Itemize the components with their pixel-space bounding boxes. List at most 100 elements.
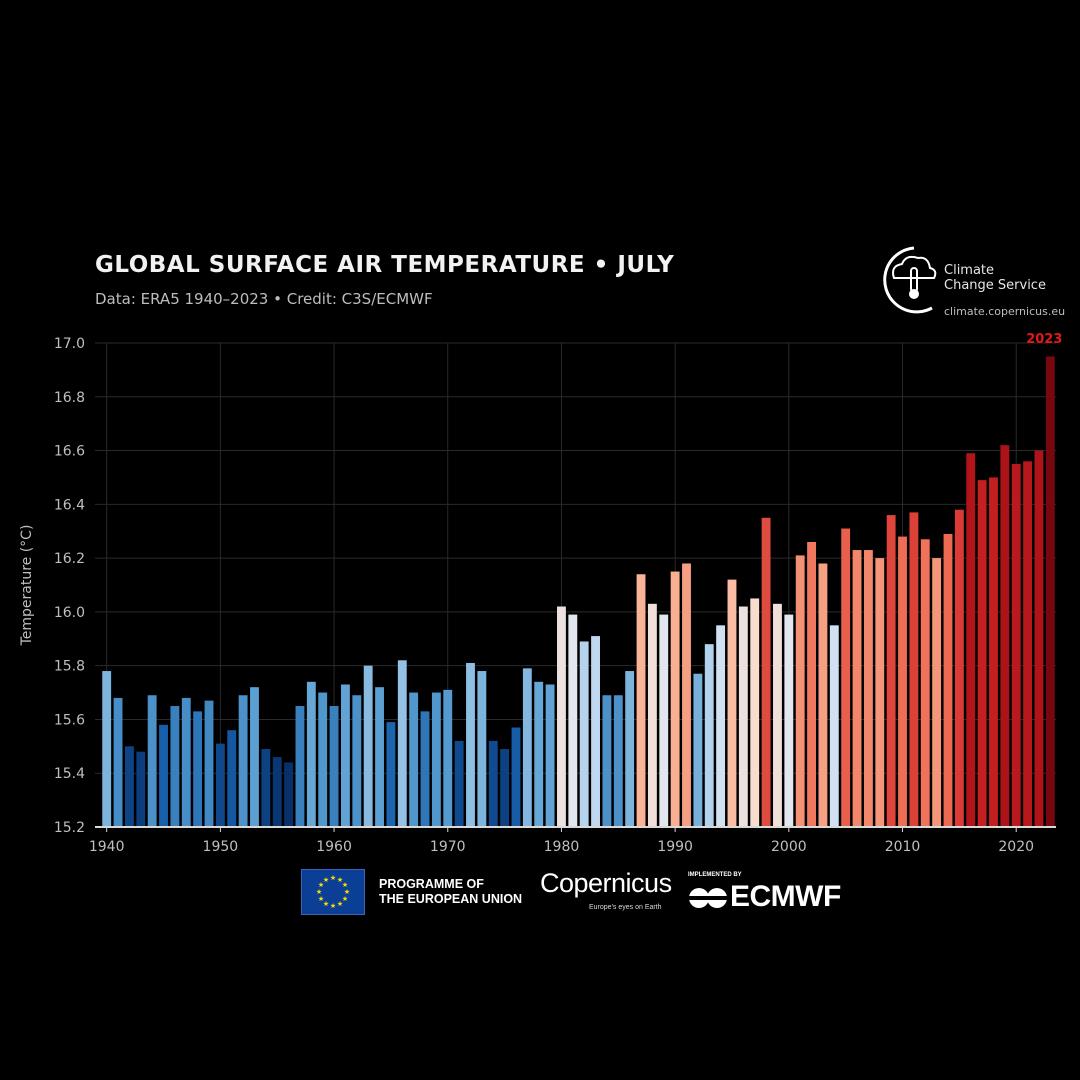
bar-1944: [147, 695, 157, 827]
bar-1979: [545, 684, 555, 827]
bar-1998: [761, 517, 771, 827]
svg-text:★: ★: [337, 900, 343, 908]
bar-2015: [954, 509, 964, 827]
bar-1972: [466, 662, 475, 827]
bar-2013: [932, 558, 942, 827]
bar-1967: [409, 692, 419, 827]
bar-2014: [943, 533, 953, 827]
bar-1941: [113, 697, 123, 827]
chart-subtitle: Data: ERA5 1940–2023 • Credit: C3S/ECMWF: [95, 290, 433, 308]
bar-2007: [863, 550, 873, 827]
svg-text:★: ★: [330, 874, 336, 882]
bar-1983: [591, 636, 600, 827]
bar-1977: [522, 668, 532, 827]
c3s-name: Climate Change Service: [944, 263, 1046, 293]
bar-1940: [102, 671, 112, 827]
bar-1974: [488, 740, 498, 827]
bar-1995: [727, 579, 737, 827]
bar-1961: [341, 684, 350, 827]
bar-2023: [1045, 356, 1055, 827]
bar-1980: [557, 606, 566, 827]
bar-1968: [420, 711, 430, 827]
svg-text:★: ★: [318, 881, 324, 889]
bar-2004: [829, 625, 839, 827]
bar-1985: [613, 695, 623, 827]
bar-1997: [750, 598, 760, 827]
bar-1948: [193, 711, 203, 827]
bar-2008: [875, 558, 885, 827]
svg-text:★: ★: [342, 895, 348, 903]
bar-1963: [363, 665, 373, 827]
bar-1942: [124, 746, 134, 827]
bar-2010: [898, 536, 907, 827]
bar-1969: [431, 692, 441, 827]
bar-1994: [716, 625, 726, 827]
svg-text:★: ★: [323, 900, 329, 908]
x-tick-label: 1980: [544, 839, 580, 855]
c3s-url: climate.copernicus.eu: [944, 305, 1066, 318]
bar-1946: [170, 706, 180, 827]
bar-1960: [329, 706, 339, 827]
y-tick-label: 15.2: [54, 820, 85, 836]
eu-programme-text: PROGRAMME OF THE EUROPEAN UNION: [379, 877, 522, 907]
svg-text:★: ★: [323, 876, 329, 884]
svg-text:★: ★: [318, 895, 324, 903]
y-tick-label: 15.4: [54, 766, 85, 782]
bar-1949: [204, 700, 214, 827]
y-tick-label: 15.8: [54, 659, 85, 675]
c3s-name-line1: Climate: [944, 263, 995, 278]
bar-1999: [773, 603, 782, 827]
bar-2020: [1011, 464, 1021, 827]
bar-2021: [1023, 461, 1033, 827]
bar-1947: [181, 697, 191, 827]
bar-1987: [636, 574, 646, 827]
bar-2005: [841, 528, 851, 827]
bar-1992: [693, 673, 703, 827]
bar-1971: [454, 740, 464, 827]
copernicus-logo: Copernicus: [540, 868, 672, 898]
bar-1981: [568, 614, 578, 827]
ecmwf-logo: ECMWF: [730, 880, 841, 913]
y-tick-label: 16.0: [54, 605, 85, 621]
y-axis-label: Temperature (°C): [19, 525, 35, 647]
bar-1990: [670, 571, 680, 827]
y-tick-label: 16.4: [54, 497, 85, 513]
y-tick-label: 16.2: [54, 551, 85, 567]
chart-title: GLOBAL SURFACE AIR TEMPERATURE • JULY: [95, 252, 675, 278]
bar-1953: [250, 687, 259, 827]
x-tick-label: 1990: [657, 839, 693, 855]
bar-1952: [238, 695, 248, 827]
y-tick-label: 16.8: [54, 390, 85, 406]
bar-1956: [284, 762, 294, 827]
bar-1991: [682, 563, 691, 827]
highlight-label: 2023: [1026, 332, 1062, 347]
bar-2017: [977, 480, 987, 827]
bar-2001: [795, 555, 805, 827]
bar-1966: [397, 660, 407, 827]
svg-text:★: ★: [344, 888, 350, 896]
svg-text:★: ★: [316, 888, 322, 896]
bar-2009: [886, 515, 896, 827]
x-tick-label: 2010: [885, 839, 921, 855]
bar-1958: [306, 681, 316, 827]
bar-1945: [159, 724, 168, 827]
eu-line2: THE EUROPEAN UNION: [379, 892, 523, 906]
bar-2000: [784, 614, 794, 827]
bar-1986: [625, 671, 635, 827]
eu-flag-icon: ★ ★ ★ ★ ★ ★ ★ ★ ★ ★ ★ ★: [301, 869, 365, 915]
bar-1950: [215, 743, 225, 827]
bar-1955: [272, 757, 282, 827]
bar-1973: [477, 671, 487, 827]
bar-2012: [920, 539, 930, 827]
bar-1989: [659, 614, 669, 827]
x-tick-label: 1950: [203, 839, 239, 855]
x-tick-label: 1970: [430, 839, 466, 855]
ecmwf-mark-icon: [688, 888, 728, 908]
bar-1970: [443, 689, 453, 827]
x-tick-label: 1940: [89, 839, 125, 855]
bar-1951: [227, 730, 237, 827]
bar-1965: [386, 722, 396, 827]
bar-1988: [647, 603, 657, 827]
bar-1976: [511, 727, 521, 827]
bar-1996: [738, 606, 748, 827]
